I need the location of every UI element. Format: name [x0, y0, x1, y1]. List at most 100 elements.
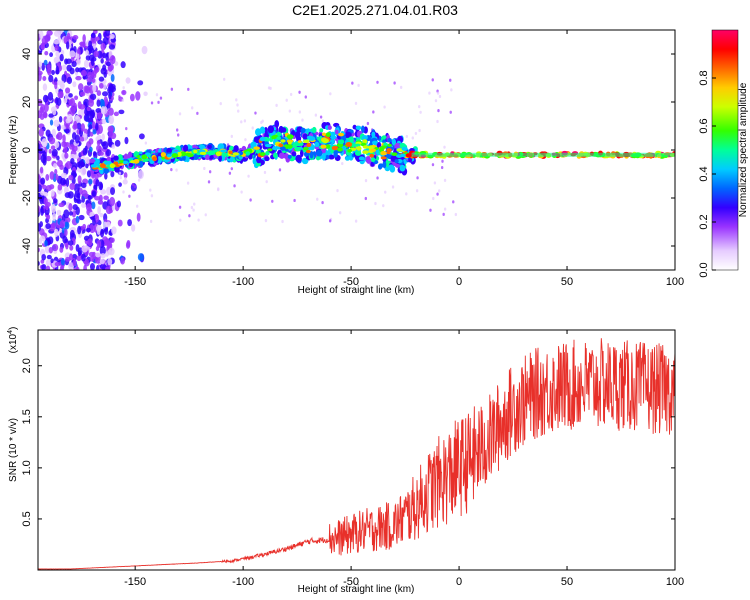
spectrogram-cell [279, 146, 286, 151]
spectrogram-cell [124, 136, 129, 145]
spectrogram-cell [80, 41, 86, 48]
spectrogram-cell [431, 163, 435, 167]
spectrogram-cell [399, 153, 407, 158]
spectrogram-cell [127, 219, 132, 227]
spectrogram-cell [69, 50, 76, 58]
spectrogram-cell [77, 250, 82, 257]
spectrogram-cell [46, 214, 51, 220]
spectrogram-cell [111, 144, 116, 149]
spectrogram-cell [80, 182, 87, 189]
spectrogram-cell [230, 134, 234, 138]
spectrogram-cell [82, 133, 87, 138]
spectrogram-cell [38, 184, 42, 193]
snr-series-line [38, 338, 675, 570]
spectrogram-cell [298, 110, 302, 114]
spectrogram-cell [86, 106, 91, 112]
spectrogram-cell [170, 87, 174, 91]
spectrogram-cell [56, 155, 60, 161]
spectrogram-cell [293, 142, 300, 147]
spectrogram-cell [102, 221, 108, 229]
spectrogram-cell [355, 143, 361, 147]
spectrogram-cell [88, 124, 93, 130]
spectrogram-cell [236, 103, 239, 107]
spectrogram-cell [60, 257, 65, 266]
spectrogram-cell [275, 103, 278, 107]
spectrogram-cell [38, 205, 41, 213]
spectrogram-cell [141, 45, 148, 55]
spectrogram-cell [240, 120, 243, 124]
spectrogram-cell [309, 151, 314, 159]
spectrogram-cell [54, 261, 61, 267]
spectrogram-cell [113, 111, 119, 117]
spectrogram-cell [107, 137, 113, 147]
spectrogram-cell [92, 217, 96, 226]
spectrogram-cell [331, 145, 339, 151]
spectrogram-cell [232, 152, 239, 156]
spectrogram-cell [52, 198, 58, 204]
spectrogram-cell [89, 93, 97, 101]
spectrogram-cell [300, 127, 306, 133]
spectrogram-cell [42, 151, 47, 160]
spectrogram-cell [89, 131, 94, 137]
spectrogram-cell [336, 188, 339, 193]
spectrogram-cell [196, 111, 199, 115]
spectrogram-cell [39, 166, 44, 174]
spectrogram-cell [271, 199, 274, 203]
spectrogram-cell [362, 139, 368, 144]
spectrogram-cell [92, 129, 97, 135]
colorbar-ticks: 0.0 0.2 0.4 0.6 0.8 [698, 70, 716, 278]
spectrogram-cell [102, 91, 109, 97]
spectrogram-cell [122, 179, 128, 185]
spectrogram-cell [452, 200, 455, 204]
spectrogram-cell [136, 212, 141, 222]
spectrogram-cell [52, 108, 57, 116]
spectrogram-cell [135, 91, 141, 101]
spectrogram-cell [380, 156, 387, 160]
spectrogram-cell [64, 192, 71, 199]
y-tick-label: -40 [21, 238, 33, 254]
spectrogram-cell [117, 219, 123, 227]
spectrogram-cell [42, 76, 47, 81]
spectrogram-cell [75, 67, 80, 73]
spectrogram-cell [105, 266, 111, 270]
spectrogram-cell [96, 139, 101, 146]
spectrogram-cell [63, 209, 70, 219]
spectrogram-cell [65, 41, 70, 50]
spectrogram-cell [38, 128, 44, 137]
spectrogram-cell [39, 235, 46, 242]
spectrogram-cell [133, 184, 137, 189]
spectrogram-cell [280, 139, 286, 143]
spectrogram-cell [301, 157, 309, 165]
spectrogram-cell [417, 105, 421, 109]
spectrogram-cell [267, 86, 271, 90]
spectrogram-cell [131, 182, 135, 187]
spectrogram-cell [144, 141, 148, 145]
spectrogram-cell [45, 129, 51, 137]
spectrogram-cell [186, 181, 190, 185]
spectrogram-cell [150, 101, 154, 105]
spectrogram-cell [99, 212, 104, 218]
spectrogram-cell [175, 128, 179, 132]
spectrogram-cell [330, 135, 337, 140]
spectrogram-cell [345, 142, 353, 147]
spectrogram-cell [118, 95, 121, 99]
spectrogram-cell [264, 156, 270, 162]
spectrogram-cell [99, 182, 104, 190]
spectrogram-cell [265, 151, 270, 156]
spectrogram-cell [98, 194, 103, 202]
spectrogram-cell [45, 265, 51, 270]
spectrogram-cell [443, 207, 447, 211]
snr-y-label: SNR (10 * v/v) [8, 418, 19, 482]
spectrogram-cell [59, 164, 64, 170]
spectrogram-cell [80, 69, 87, 77]
spectrogram-cell [436, 192, 439, 196]
spectrogram-cell [45, 259, 51, 267]
spectrogram-cell [101, 118, 107, 125]
spectrogram-cell [372, 110, 375, 114]
spectrogram-cell [94, 196, 101, 201]
spectrogram-cell [92, 83, 97, 93]
spectrogram-cell [120, 61, 126, 69]
spectrogram-cell [203, 166, 206, 171]
spectrogram-cell [105, 205, 113, 215]
spectrogram-cell [75, 244, 80, 252]
